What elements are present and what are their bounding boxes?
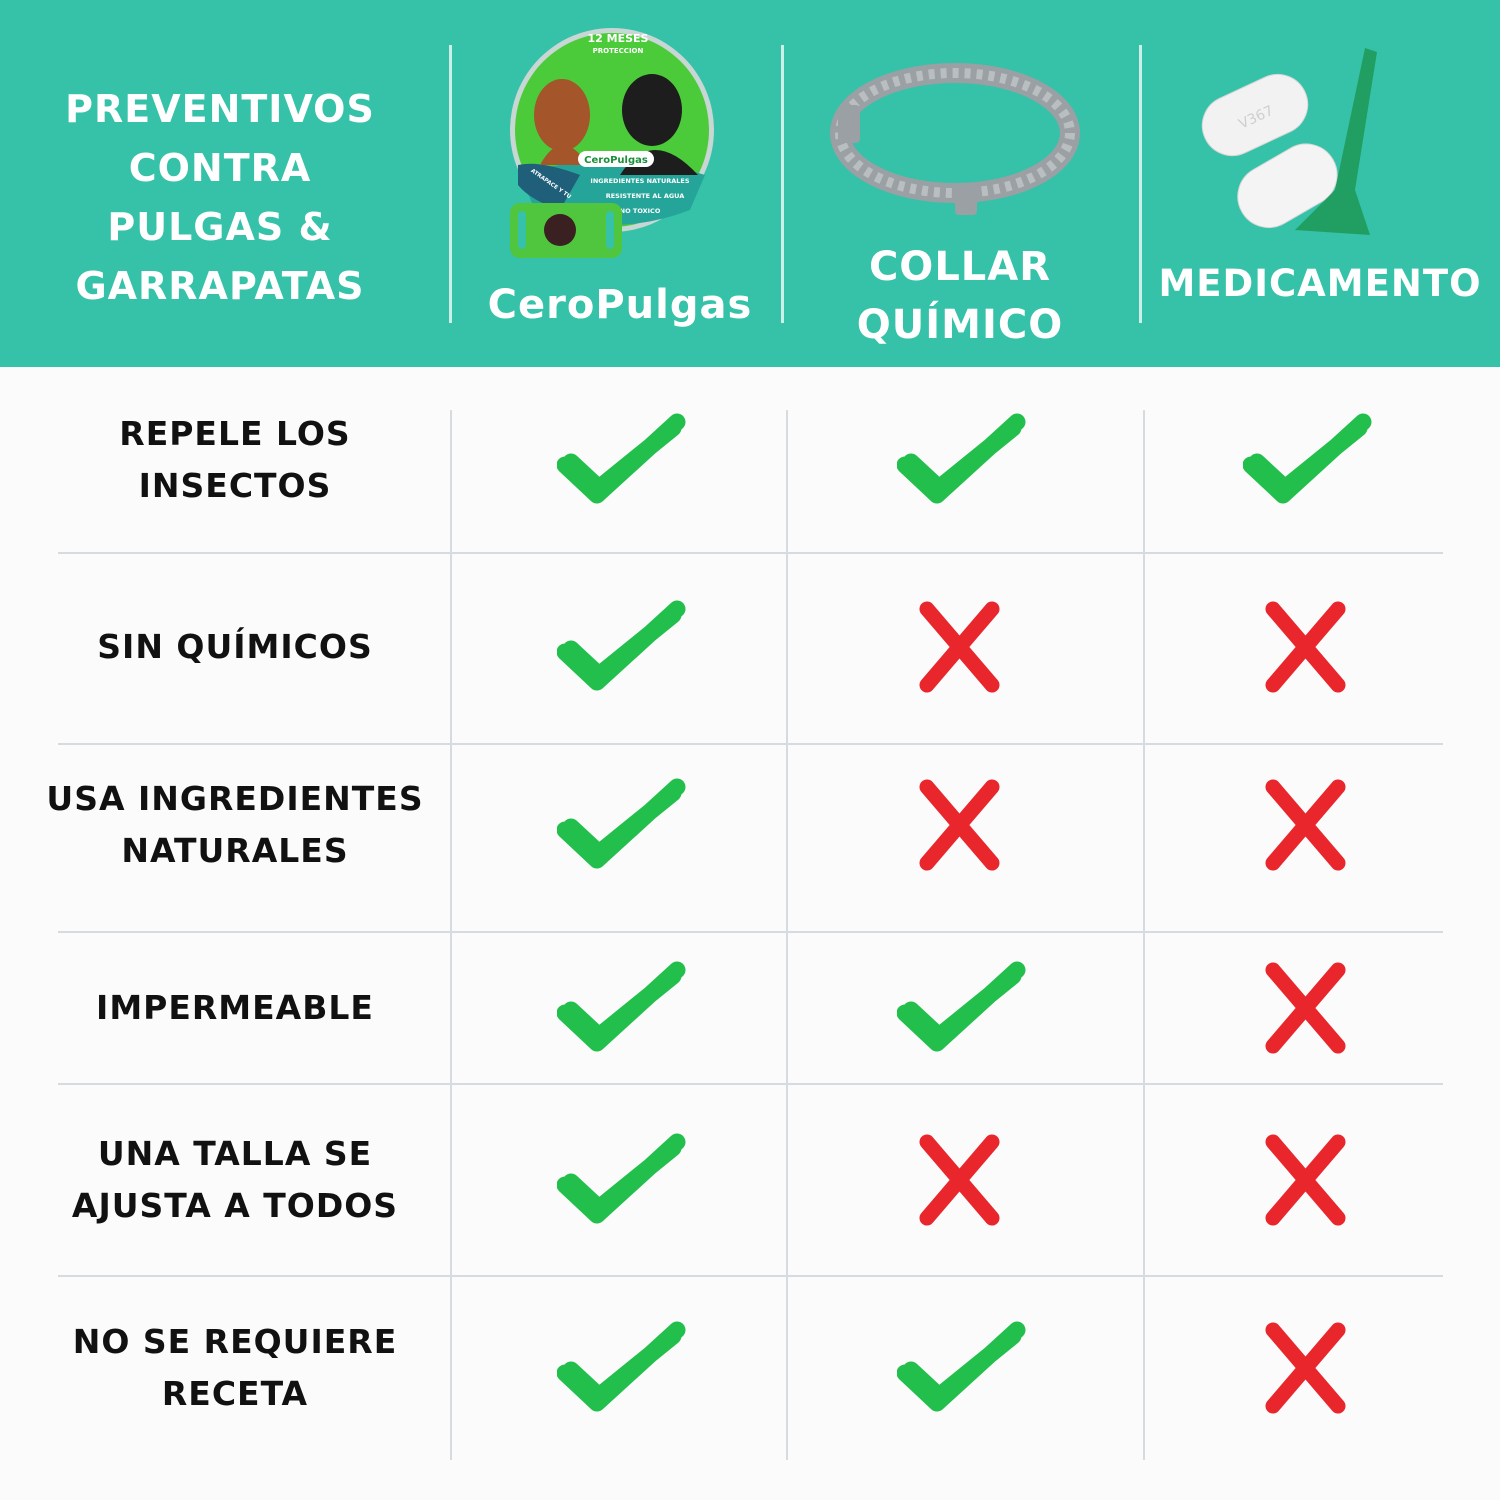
cross-icon <box>1265 1322 1346 1414</box>
check-icon <box>897 961 1026 1052</box>
ceropulgas-product-image: CeroPulgas 12 MESES PROTECCION INGREDIEN… <box>510 28 714 258</box>
package-top-text: 12 MESES <box>588 32 649 45</box>
chemical-collar-image <box>830 63 1080 215</box>
column-header-ceropulgas: CeroPulgas <box>487 282 753 328</box>
row-label: REPELE LOS INSECTOS <box>119 414 351 505</box>
package-line2-text: RESISTENTE AL AGUA <box>606 192 685 200</box>
header-divider <box>781 45 784 323</box>
package-line1-text: INGREDIENTES NATURALES <box>590 177 689 185</box>
package-line3-text: NO TOXICO <box>620 207 661 215</box>
row-label: UNA TALLA SE AJUSTA A TODOS <box>71 1134 399 1225</box>
medication-image: V367 <box>1201 48 1377 235</box>
column-header-collar-quimico: COLLAR QUÍMICO <box>856 244 1064 348</box>
column-header-medicamento: MEDICAMENTO <box>1158 262 1482 305</box>
package-top2-text: PROTECCION <box>593 47 644 55</box>
check-icon <box>557 1321 686 1412</box>
row-label: IMPERMEABLE <box>96 988 374 1027</box>
row-label: USA INGREDIENTES NATURALES <box>46 779 424 870</box>
cross-icon <box>919 779 1000 871</box>
check-icon <box>897 1321 1026 1412</box>
comparison-title: PREVENTIVOS CONTRA PULGAS & GARRAPATAS <box>65 87 375 308</box>
cross-icon <box>1265 601 1346 693</box>
check-icon <box>1243 413 1372 504</box>
grid-line <box>786 410 788 1460</box>
check-icon <box>557 961 686 1052</box>
grid-line <box>58 1275 1443 1277</box>
grid-line <box>1143 410 1145 1460</box>
header-banner: PREVENTIVOS CONTRA PULGAS & GARRAPATAS C… <box>0 0 1500 367</box>
header-divider <box>1139 45 1142 323</box>
check-icon <box>557 1133 686 1224</box>
header-divider <box>449 45 452 323</box>
grid-line <box>58 1083 1443 1085</box>
package-brand-text: CeroPulgas <box>584 155 648 166</box>
cross-icon <box>1265 779 1346 871</box>
check-icon <box>557 413 686 504</box>
cross-icon <box>1265 962 1346 1054</box>
row-label: NO SE REQUIERE RECETA <box>72 1322 398 1413</box>
grid-line <box>450 410 452 1460</box>
cross-icon <box>1265 1134 1346 1226</box>
cross-icon <box>919 1134 1000 1226</box>
grid-line <box>58 552 1443 554</box>
check-icon <box>557 600 686 691</box>
row-label: SIN QUÍMICOS <box>97 627 373 666</box>
grid-line <box>58 743 1443 745</box>
check-icon <box>897 413 1026 504</box>
grid-line <box>58 931 1443 933</box>
cross-icon <box>919 601 1000 693</box>
check-icon <box>557 778 686 869</box>
